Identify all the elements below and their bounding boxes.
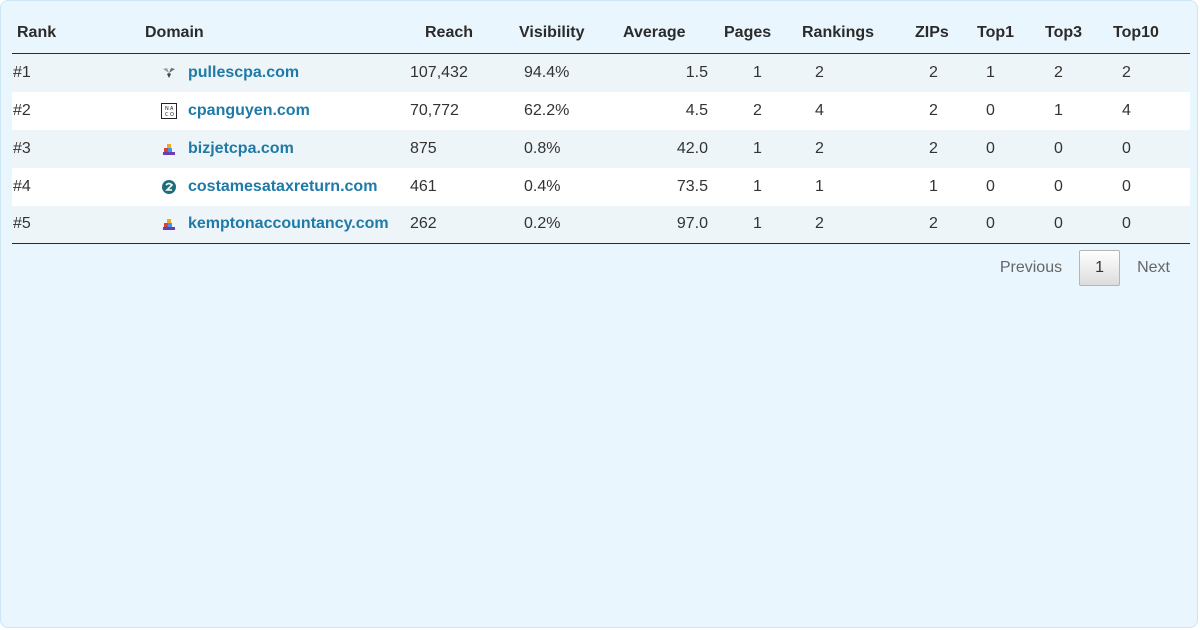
- top3-cell: 1: [1054, 101, 1063, 119]
- rank-cell: #3: [13, 139, 31, 157]
- header-reach[interactable]: Reach: [410, 13, 516, 54]
- zips-cell: 2: [929, 63, 938, 81]
- top3-cell: 0: [1054, 177, 1063, 195]
- average-cell: 42.0: [676, 139, 708, 157]
- top1-cell: 0: [964, 205, 1032, 244]
- rank-cell: #2: [13, 101, 31, 119]
- header-top10[interactable]: Top10: [1100, 13, 1190, 54]
- next-page-button[interactable]: Next: [1137, 259, 1170, 276]
- naco-logo-icon: N A C O: [161, 102, 177, 119]
- blocks-logo-icon: [163, 219, 175, 231]
- top10-cell: 0: [1100, 205, 1190, 244]
- current-page-button[interactable]: 1: [1079, 250, 1121, 286]
- top10-cell: 2: [1122, 63, 1131, 81]
- svg-text:C: C: [165, 112, 169, 118]
- domain-cell: pullescpa.com: [84, 54, 410, 92]
- average-cell: 4.5: [685, 101, 708, 119]
- table-header-row: Rank Domain Reach Visibility Average Pag…: [12, 13, 1190, 54]
- rankings-cell: 2: [790, 205, 904, 244]
- domain-link[interactable]: cpanguyen.com: [188, 101, 310, 119]
- top3-cell: 0: [1032, 205, 1100, 244]
- rank-cell: #5: [12, 205, 84, 244]
- domain-cell: kemptonaccountancy.com: [84, 205, 410, 244]
- domain-cell: costamesataxreturn.com: [84, 168, 410, 206]
- header-top1[interactable]: Top1: [964, 13, 1032, 54]
- pulles-logo-icon: [163, 67, 175, 78]
- rankings-cell: 2: [815, 63, 824, 81]
- top3-cell: 0: [1054, 139, 1063, 157]
- header-top3[interactable]: Top3: [1032, 13, 1100, 54]
- pages-cell: 1: [753, 63, 762, 81]
- top1-cell: 0: [986, 101, 995, 119]
- table-row: #5 kemptonaccountancy.com 262 0.2% 97.: [12, 205, 1190, 244]
- domain-cell: N A C O cpanguyen.com: [84, 92, 410, 130]
- average-cell: 97.0: [620, 205, 710, 244]
- pages-cell: 1: [710, 205, 790, 244]
- svg-text:N: N: [165, 106, 169, 112]
- domain-link[interactable]: costamesataxreturn.com: [188, 177, 378, 195]
- rankings-cell: 4: [815, 101, 824, 119]
- previous-page-button[interactable]: Previous: [999, 259, 1063, 276]
- table-row: #3 bizjetcpa.com 875 0.8% 42.0: [12, 129, 1190, 168]
- reach-cell: 107,432: [410, 63, 468, 81]
- pages-cell: 1: [753, 177, 762, 195]
- header-domain[interactable]: Domain: [84, 13, 410, 54]
- rank-cell: #4: [13, 177, 31, 195]
- table-row: #4 costamesataxreturn.com 461 0.4% 73.5 …: [12, 167, 1190, 206]
- top1-cell: 0: [986, 177, 995, 195]
- header-rankings[interactable]: Rankings: [790, 13, 904, 54]
- table-row: #2 N A C O cpanguyen.com 70,772 62.: [12, 91, 1190, 130]
- circle-logo-icon: [162, 179, 176, 194]
- visibility-cell: 94.4%: [524, 63, 570, 81]
- header-rank[interactable]: Rank: [12, 13, 84, 54]
- domain-link[interactable]: kemptonaccountancy.com: [188, 215, 389, 233]
- top10-cell: 0: [1122, 139, 1131, 157]
- reach-cell: 875: [410, 139, 437, 157]
- header-pages[interactable]: Pages: [710, 13, 790, 54]
- zips-cell: 2: [929, 139, 938, 157]
- visibility-cell: 0.8%: [524, 139, 561, 157]
- rankings-cell: 1: [815, 177, 824, 195]
- table-row: #1 pullescpa.com 107,432 94.4% 1.5 1: [12, 53, 1190, 92]
- domain-ranking-table: Rank Domain Reach Visibility Average Pag…: [12, 13, 1190, 244]
- top10-cell: 4: [1122, 101, 1131, 119]
- header-visibility[interactable]: Visibility: [516, 13, 620, 54]
- reach-cell: 70,772: [410, 101, 459, 119]
- visibility-cell: 0.2%: [516, 205, 620, 244]
- svg-text:A: A: [170, 106, 174, 112]
- average-cell: 73.5: [676, 177, 708, 195]
- header-average[interactable]: Average: [620, 13, 710, 54]
- top1-cell: 1: [986, 63, 995, 81]
- pages-cell: 2: [753, 101, 762, 119]
- header-zips[interactable]: ZIPs: [904, 13, 964, 54]
- zips-cell: 1: [929, 177, 938, 195]
- visibility-cell: 0.4%: [524, 177, 561, 195]
- domain-link[interactable]: pullescpa.com: [188, 63, 300, 81]
- rankings-cell: 2: [815, 139, 824, 157]
- average-cell: 1.5: [685, 63, 708, 81]
- top3-cell: 2: [1054, 63, 1063, 81]
- reach-cell: 262: [410, 205, 516, 244]
- domain-cell: bizjetcpa.com: [84, 130, 410, 168]
- visibility-cell: 62.2%: [524, 101, 570, 119]
- reach-cell: 461: [410, 177, 437, 195]
- blocks-logo-icon: [163, 143, 175, 155]
- zips-cell: 2: [929, 101, 938, 119]
- svg-text:O: O: [170, 112, 174, 118]
- rank-cell: #1: [13, 63, 31, 81]
- top1-cell: 0: [986, 139, 995, 157]
- domain-link[interactable]: bizjetcpa.com: [188, 139, 294, 157]
- zips-cell: 2: [904, 205, 964, 244]
- pagination: Previous 1 Next: [983, 250, 1187, 286]
- pages-cell: 1: [753, 139, 762, 157]
- top10-cell: 0: [1122, 177, 1131, 195]
